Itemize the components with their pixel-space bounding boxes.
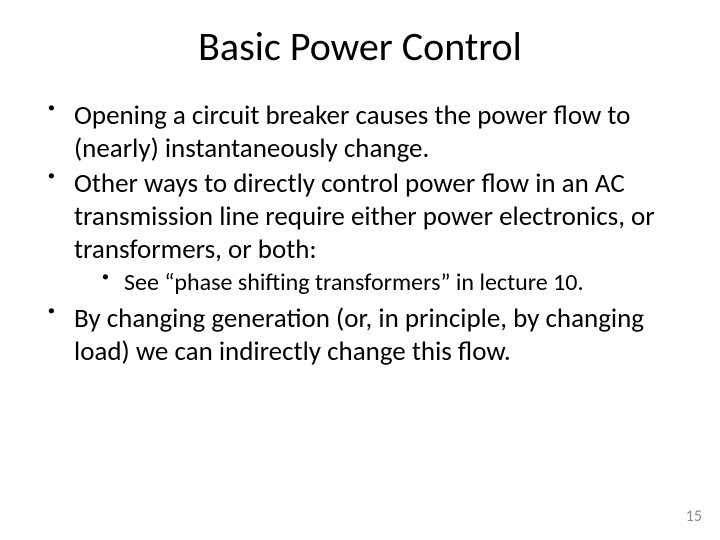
bullet-item: Other ways to directly control power flo… (48, 167, 680, 298)
sub-bullet-list: See “phase shifting transformers” in lec… (74, 268, 680, 298)
slide-title: Basic Power Control (0, 0, 720, 99)
bullet-list: Opening a circuit breaker causes the pow… (48, 99, 680, 368)
bullet-text: Opening a circuit breaker causes the pow… (74, 99, 630, 165)
slide-body: Opening a circuit breaker causes the pow… (0, 99, 720, 368)
bullet-text: Other ways to directly control power flo… (74, 167, 655, 266)
bullet-item: By changing generation (or, in principle… (48, 302, 680, 368)
bullet-text: By changing generation (or, in principle… (74, 302, 644, 368)
sub-bullet-text: See “phase shifting transformers” in lec… (124, 268, 584, 297)
bullet-item: Opening a circuit breaker causes the pow… (48, 99, 680, 165)
page-number: 15 (686, 507, 702, 526)
slide: Basic Power Control Opening a circuit br… (0, 0, 720, 540)
sub-bullet-item: See “phase shifting transformers” in lec… (102, 268, 680, 298)
